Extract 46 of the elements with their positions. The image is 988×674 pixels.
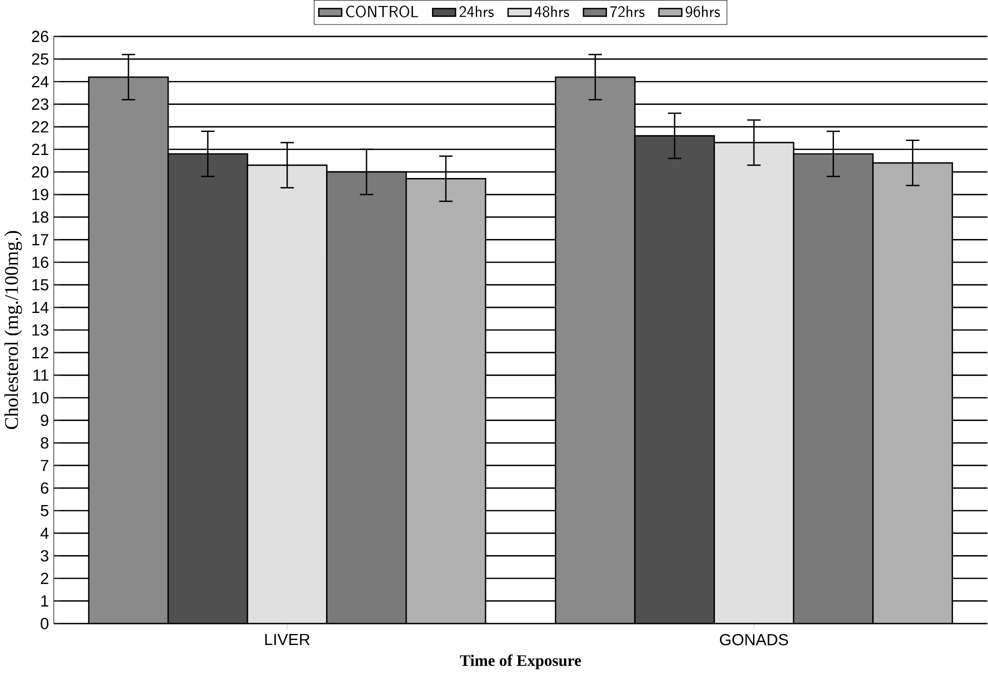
y-tick-label: 12 — [32, 347, 48, 358]
bar — [246, 164, 328, 624]
y-tick-label: 18 — [32, 212, 48, 223]
legend-label: 24hrs — [460, 6, 494, 18]
y-tick-label: 13 — [32, 324, 48, 336]
legend-label: 48hrs — [534, 6, 570, 18]
y-tick-label: 10 — [32, 392, 48, 404]
bar — [554, 76, 636, 624]
y-axis-title: Cholesterol (mg./100mg.) — [4, 231, 22, 430]
y-tick-label: 17 — [32, 234, 48, 246]
bar — [326, 171, 407, 624]
y-tick-label: 16 — [32, 256, 48, 268]
y-tick-label: 14 — [32, 302, 49, 314]
y-tick-label: 9 — [40, 414, 48, 426]
bar — [714, 142, 794, 624]
y-tick-label: 22 — [32, 121, 48, 133]
y-tick-label: 24 — [32, 76, 49, 88]
y-tick-label: 25 — [32, 54, 48, 65]
y-tick-label: 20 — [32, 166, 48, 178]
y-tick-label: 23 — [32, 98, 48, 110]
y-tick-label: 0 — [40, 618, 48, 630]
bar — [792, 153, 874, 624]
x-tick-label: LIVER — [265, 634, 310, 646]
y-tick-label: 21 — [32, 144, 48, 156]
y-tick-label: 3 — [40, 550, 48, 562]
legend-label: 96hrs — [686, 6, 720, 18]
y-tick-label: 19 — [32, 188, 48, 200]
y-tick-label: 5 — [40, 505, 48, 516]
x-tick-label: GONADS — [720, 634, 788, 646]
bar — [406, 178, 486, 624]
bar — [88, 76, 169, 624]
y-tick-label: 11 — [34, 370, 48, 381]
y-tick-label: 6 — [40, 482, 48, 494]
x-axis-title: Time of Exposure — [460, 654, 581, 670]
bar — [634, 135, 715, 624]
bar — [872, 162, 953, 624]
y-tick-label: 2 — [40, 572, 48, 584]
bar — [167, 153, 248, 624]
y-tick-label: 15 — [32, 279, 48, 291]
y-tick-label: 26 — [32, 30, 48, 42]
y-tick-label: 1 — [41, 596, 48, 607]
legend-label: CONTROL — [346, 6, 418, 18]
legend-label: 72hrs — [610, 6, 644, 18]
y-tick-label: 8 — [40, 437, 48, 449]
y-tick-label: 4 — [40, 528, 49, 539]
y-tick-label: 7 — [40, 460, 48, 472]
